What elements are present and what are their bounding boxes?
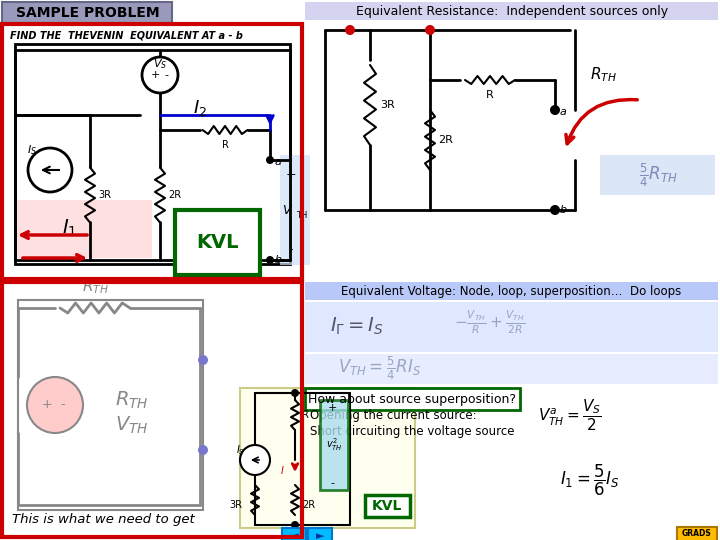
- Text: $R_{TH}$: $R_{TH}$: [115, 389, 149, 410]
- Text: 2R: 2R: [168, 190, 181, 200]
- Bar: [305, 2, 718, 20]
- Bar: [2, 24, 302, 279]
- Bar: [320, 400, 348, 490]
- Text: 3R: 3R: [380, 100, 395, 110]
- Text: Short circuiting the voltage source: Short circuiting the voltage source: [310, 426, 515, 438]
- Circle shape: [550, 105, 560, 115]
- Text: This is what we need to get: This is what we need to get: [12, 514, 194, 526]
- Bar: [600, 155, 715, 195]
- Bar: [15, 44, 290, 264]
- Text: ►: ►: [316, 531, 324, 540]
- Text: Opening the current source:: Opening the current source:: [310, 409, 477, 422]
- Circle shape: [198, 355, 208, 365]
- Text: SAMPLE PROBLEM: SAMPLE PROBLEM: [16, 6, 160, 20]
- Text: $R_{TH}$: $R_{TH}$: [81, 278, 109, 296]
- Text: R: R: [302, 410, 309, 420]
- Circle shape: [27, 377, 83, 433]
- Text: -: -: [289, 244, 293, 256]
- Text: -: -: [164, 70, 168, 80]
- Circle shape: [291, 521, 299, 529]
- Text: TH: TH: [296, 211, 307, 219]
- Text: $I$: $I$: [280, 464, 285, 476]
- Bar: [282, 528, 306, 540]
- Circle shape: [198, 445, 208, 455]
- Text: 2R: 2R: [302, 500, 315, 510]
- Bar: [305, 282, 718, 300]
- Text: $V_{TH}$: $V_{TH}$: [115, 414, 148, 436]
- Circle shape: [266, 156, 274, 164]
- Circle shape: [142, 57, 178, 93]
- Text: +: +: [328, 403, 337, 413]
- Text: a: a: [275, 157, 282, 167]
- Bar: [677, 527, 717, 540]
- Bar: [308, 528, 332, 540]
- Text: $V_S$: $V_S$: [153, 57, 167, 71]
- Text: FIND THE  THEVENIN  EQUIVALENT AT a - b: FIND THE THEVENIN EQUIVALENT AT a - b: [10, 30, 243, 40]
- Bar: [305, 302, 718, 352]
- Text: $I_S$: $I_S$: [27, 143, 37, 157]
- Bar: [18, 300, 203, 510]
- Bar: [305, 354, 718, 384]
- Text: $V_{TH} = \frac{5}{4}RI_S$: $V_{TH} = \frac{5}{4}RI_S$: [338, 354, 421, 382]
- Text: GRADS: GRADS: [682, 530, 712, 538]
- Text: $I_S$: $I_S$: [235, 443, 245, 457]
- Bar: [305, 388, 520, 410]
- Text: $R_{TH}$: $R_{TH}$: [590, 66, 617, 84]
- Text: $I_1$: $I_1$: [63, 217, 78, 239]
- Bar: [2, 2, 172, 24]
- Bar: [365, 495, 410, 517]
- Circle shape: [240, 445, 270, 475]
- Text: KVL: KVL: [196, 233, 238, 252]
- Text: $I_2$: $I_2$: [290, 523, 300, 537]
- Bar: [2, 282, 302, 537]
- Text: -: -: [330, 478, 334, 488]
- Text: +: +: [286, 168, 297, 181]
- Circle shape: [266, 256, 274, 264]
- Text: +: +: [42, 399, 53, 411]
- Text: $-\frac{V_{TH}}{R} + \frac{V_{TH}}{2R}$: $-\frac{V_{TH}}{R} + \frac{V_{TH}}{2R}$: [454, 308, 526, 336]
- Text: b: b: [560, 205, 567, 215]
- Circle shape: [28, 148, 72, 192]
- Bar: [240, 388, 415, 528]
- Text: -: -: [60, 399, 66, 411]
- Text: R: R: [222, 140, 228, 150]
- Text: +: +: [150, 70, 160, 80]
- Text: $\frac{5}{4}R_{TH}$: $\frac{5}{4}R_{TH}$: [639, 161, 678, 188]
- Text: b: b: [275, 255, 282, 265]
- Text: Equivalent Voltage: Node, loop, superposition…  Do loops: Equivalent Voltage: Node, loop, superpos…: [341, 285, 681, 298]
- Text: 3R: 3R: [229, 500, 242, 510]
- Text: ◄: ◄: [289, 531, 298, 540]
- Bar: [280, 155, 310, 265]
- Text: R: R: [486, 90, 494, 100]
- Text: a: a: [560, 107, 567, 117]
- Text: Equivalent Resistance:  Independent sources only: Equivalent Resistance: Independent sourc…: [356, 4, 668, 17]
- Text: How about source superposition?: How about source superposition?: [308, 393, 516, 406]
- Circle shape: [345, 25, 355, 35]
- Circle shape: [550, 205, 560, 215]
- Text: 3R: 3R: [98, 190, 111, 200]
- Text: 2R: 2R: [438, 135, 453, 145]
- Circle shape: [425, 25, 435, 35]
- Text: $V^a_{TH} = \dfrac{V_S}{2}$: $V^a_{TH} = \dfrac{V_S}{2}$: [538, 397, 602, 433]
- Circle shape: [291, 389, 299, 397]
- Bar: [17, 200, 152, 258]
- Bar: [175, 210, 260, 275]
- Text: $I_2$: $I_2$: [193, 98, 207, 118]
- Text: $I_\Gamma = I_S$: $I_\Gamma = I_S$: [330, 315, 384, 336]
- Text: $I_1 = \dfrac{5}{6} I_S$: $I_1 = \dfrac{5}{6} I_S$: [560, 462, 620, 497]
- Text: KVL: KVL: [372, 499, 402, 513]
- Text: $v^2_{TH}$: $v^2_{TH}$: [325, 437, 343, 454]
- Text: $V$: $V$: [282, 204, 294, 217]
